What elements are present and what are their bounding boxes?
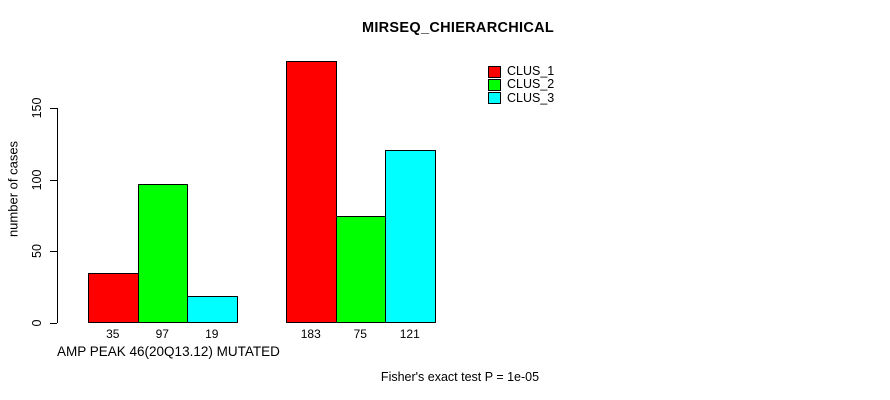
legend-swatch-icon: [488, 79, 501, 92]
legend-label: CLUS_2: [507, 77, 555, 92]
y-axis-line: [57, 108, 58, 323]
y-tick: [50, 323, 57, 324]
bar-value-label: 97: [155, 327, 169, 341]
bar-value-label: 183: [300, 327, 321, 341]
bar-value-label: 121: [399, 327, 420, 341]
y-tick: [50, 251, 57, 253]
y-tick-label: 0: [30, 319, 44, 327]
bar-value-label: 35: [106, 327, 120, 341]
legend-item-clus_3: CLUS_3: [488, 90, 555, 105]
chart-title: MIRSEQ_CHIERARCHICAL: [361, 20, 555, 36]
y-tick: [50, 179, 57, 181]
bar-value-label: 75: [353, 327, 367, 341]
y-tick-label: 150: [30, 97, 44, 119]
legend-swatch-icon: [488, 65, 501, 78]
stat-annotation: Fisher's exact test P = 1e-05: [380, 370, 540, 384]
y-tick-label: 100: [30, 169, 44, 191]
legend-item-clus_1: CLUS_1: [488, 64, 555, 78]
legend-label: CLUS_3: [507, 90, 555, 105]
y-tick-label: 50: [30, 244, 44, 259]
y-axis-label: number of cases: [5, 140, 21, 238]
bar-clus_1-group1: [88, 272, 139, 323]
bar-value-label: 19: [205, 327, 219, 341]
bar-clus_3-group2: [385, 149, 436, 323]
legend: CLUS_1 CLUS_2 CLUS_3: [488, 64, 555, 105]
legend-swatch-icon: [488, 92, 501, 105]
bar-clus_2-group1: [137, 183, 188, 323]
bar-clus_2-group2: [335, 215, 386, 323]
x-axis-label: AMP PEAK 46(20Q13.12) MUTATED: [57, 344, 280, 359]
legend-item-clus_2: CLUS_2: [488, 77, 555, 92]
bar-clus_1-group2: [286, 60, 337, 323]
y-tick: [50, 108, 57, 109]
bar-clus_3-group1: [187, 295, 238, 323]
legend-label: CLUS_1: [507, 64, 555, 78]
